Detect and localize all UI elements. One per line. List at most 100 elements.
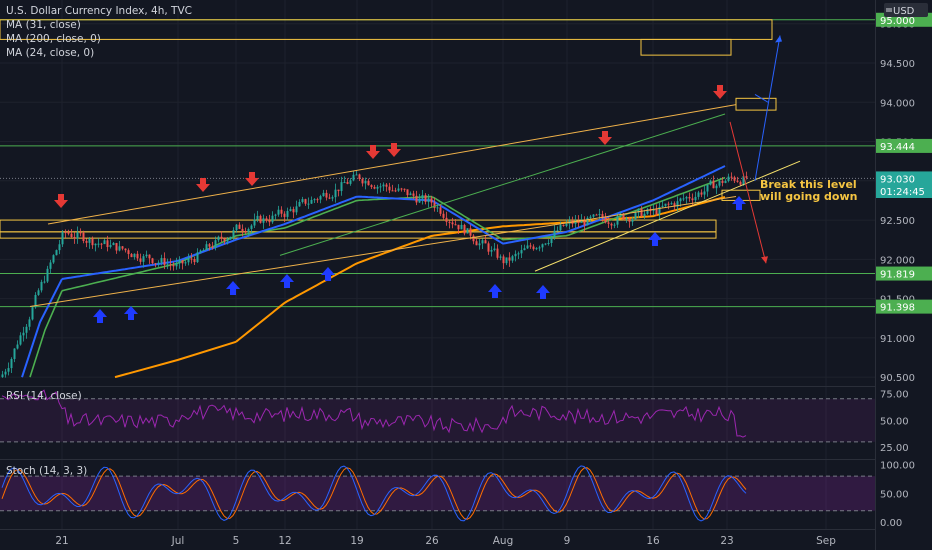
- stoch-tick-label: 50.00: [880, 489, 909, 500]
- candle-body: [439, 207, 442, 214]
- candle-body: [631, 219, 634, 222]
- sell-arrow-icon: [598, 131, 612, 145]
- candle-body: [319, 196, 322, 200]
- candle-body: [445, 217, 448, 222]
- price-tick-label: 91.000: [880, 334, 915, 345]
- candle-body: [721, 180, 724, 183]
- candle-body: [46, 268, 49, 282]
- candle-body: [217, 236, 220, 241]
- candle-body: [61, 232, 64, 245]
- candle-body: [256, 215, 259, 220]
- candle-body: [610, 223, 613, 226]
- candle-body: [409, 193, 412, 196]
- candle-body: [691, 198, 694, 201]
- price-label-text: 93.030: [880, 174, 915, 185]
- candle-body: [457, 224, 460, 230]
- candle-body: [520, 250, 523, 254]
- candle-body: [145, 254, 148, 257]
- candle-body: [349, 180, 352, 184]
- candle-body: [547, 243, 550, 245]
- legend-ma31[interactable]: MA (31, close): [6, 19, 81, 31]
- candle-body: [592, 214, 595, 217]
- time-axis[interactable]: 21 Jul 5 12 19 26 Aug 9 16 23 Sep: [55, 535, 836, 547]
- rsi-label[interactable]: RSI (14, close): [6, 390, 82, 402]
- candle-body: [124, 248, 127, 251]
- candle-body: [253, 219, 256, 226]
- candle-body: [403, 188, 406, 190]
- sell-arrow-icon: [196, 178, 210, 192]
- candle-body: [550, 237, 553, 244]
- currency-lines-icon: [886, 8, 892, 12]
- candle-body: [448, 221, 451, 223]
- candle-body: [442, 213, 445, 218]
- candle-body: [187, 258, 190, 263]
- sell-arrow-icon: [713, 85, 727, 99]
- candle-body: [712, 180, 715, 189]
- candle-body: [49, 262, 52, 269]
- candle-body: [634, 212, 637, 220]
- candle-body: [391, 190, 394, 192]
- candle-body: [526, 245, 529, 249]
- candle-body: [724, 180, 727, 183]
- candle-body: [535, 248, 538, 250]
- rising-support-line: [534, 160, 801, 272]
- currency-label: USD: [893, 6, 915, 17]
- price-label-tag: [876, 138, 932, 153]
- chart-title: U.S. Dollar Currency Index, 4h, TVC: [6, 5, 192, 17]
- candle-body: [499, 256, 502, 258]
- candle-body: [685, 196, 688, 199]
- candle-body: [313, 199, 316, 201]
- candle-body: [460, 224, 463, 230]
- candle-body: [226, 239, 229, 242]
- arrows: [54, 85, 746, 323]
- candle-body: [283, 213, 286, 217]
- legend-ma24[interactable]: MA (24, close, 0): [6, 47, 95, 59]
- candle-body: [376, 186, 379, 189]
- candle-body: [34, 294, 37, 308]
- stoch-label[interactable]: Stoch (14, 3, 3): [6, 465, 88, 477]
- candle-body: [616, 215, 619, 225]
- candle-body: [637, 208, 640, 213]
- legend-ma200[interactable]: MA (200, close, 0): [6, 33, 101, 45]
- candle-body: [532, 246, 535, 250]
- candle-body: [352, 174, 355, 181]
- candle-body: [304, 199, 307, 204]
- price-label-text: 91.398: [880, 303, 915, 314]
- price-tick-label: 92.000: [880, 255, 915, 266]
- price-label-text: 01:24:45: [880, 187, 925, 198]
- time-tick-label: 5: [233, 535, 240, 547]
- candle-body: [247, 228, 250, 233]
- candle-body: [7, 368, 10, 372]
- candle-body: [325, 192, 328, 198]
- candle-body: [361, 178, 364, 184]
- candle-body: [316, 199, 319, 201]
- candle-body: [736, 180, 739, 182]
- candle-body: [508, 257, 511, 261]
- candle-body: [715, 185, 718, 189]
- buy-arrow-icon: [648, 232, 662, 246]
- candle-body: [700, 192, 703, 195]
- candle-body: [742, 176, 745, 185]
- projection-down-arrowhead: [761, 256, 768, 264]
- candle-body: [301, 199, 304, 202]
- candle-body: [181, 260, 184, 264]
- candle-body: [388, 186, 391, 191]
- candle-body: [328, 197, 331, 199]
- candle-body: [286, 210, 289, 217]
- candle-body: [652, 209, 655, 212]
- candle-body: [463, 224, 466, 234]
- candle-body: [469, 228, 472, 236]
- candle-body: [406, 189, 409, 196]
- candle-body: [730, 176, 733, 178]
- candle-body: [496, 248, 499, 258]
- price-axis[interactable]: 95.00094.50094.00093.50093.00092.50092.0…: [876, 0, 932, 550]
- price-label-text: 95.000: [880, 16, 915, 27]
- candle-body: [595, 214, 598, 216]
- price-label-tag: [876, 184, 932, 199]
- candle-body: [538, 247, 541, 249]
- candle-body: [559, 224, 562, 231]
- candle-body: [517, 253, 520, 255]
- buy-arrow-icon: [536, 285, 550, 299]
